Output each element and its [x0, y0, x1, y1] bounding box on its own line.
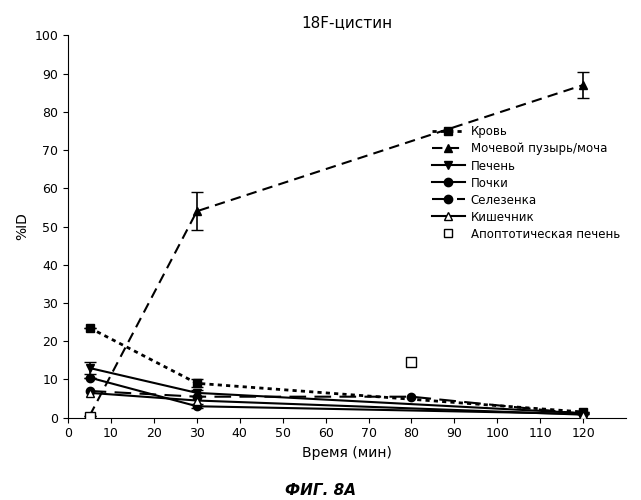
Title: 18F-цистин: 18F-цистин — [301, 15, 393, 30]
Legend: Кровь, Мочевой пузырь/моча, Печень, Почки, Селезенка, Кишечник, Апоптотическая п: Кровь, Мочевой пузырь/моча, Печень, Почк… — [432, 126, 620, 241]
Text: ФИГ. 8A: ФИГ. 8A — [285, 483, 356, 498]
Y-axis label: %ID: %ID — [15, 212, 29, 240]
X-axis label: Время (мин): Время (мин) — [302, 446, 392, 460]
